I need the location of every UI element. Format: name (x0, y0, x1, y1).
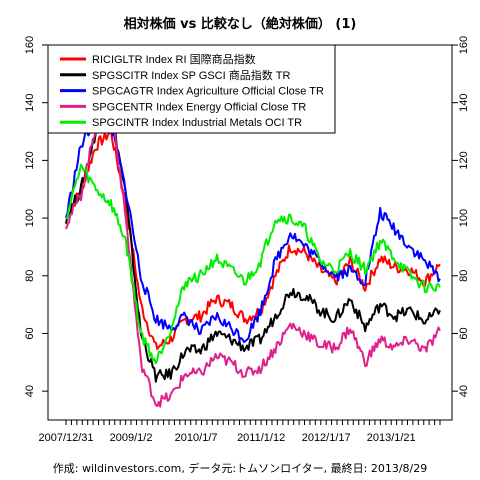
y-tick-label-right: 160 (458, 36, 470, 54)
legend-label: SPGSCITR Index SP GSCI 商品指数 TR (92, 68, 291, 82)
legend-label: SPGCINTR Index Industrial Metals OCI TR (92, 117, 302, 129)
series-line (65, 112, 441, 343)
y-tick-label-right: 120 (458, 151, 470, 169)
series-line (65, 128, 441, 350)
y-tick-label-right: 80 (458, 270, 470, 282)
series-line (65, 110, 441, 383)
x-tick-label: 2009/1/2 (110, 432, 153, 444)
series-line (65, 103, 441, 408)
legend-label: SPGCAGTR Index Agriculture Official Clos… (92, 86, 324, 98)
y-tick-label-left: 100 (24, 209, 36, 227)
y-tick-label-right: 100 (458, 209, 470, 227)
x-tick-label: 2007/12/31 (38, 432, 93, 444)
y-tick-label-left: 140 (24, 94, 36, 112)
y-tick-label-right: 140 (458, 94, 470, 112)
series-layer (65, 103, 441, 408)
y-tick-label-left: 80 (24, 270, 36, 282)
axis-layer: 40 40 60 60 80 80 100 100 120 120 140 140 160 160 2007… (24, 36, 470, 444)
y-tick-label-left: 40 (24, 385, 36, 397)
y-tick-label-left: 60 (24, 327, 36, 339)
legend-label: SPGCENTR Index Energy Official Close TR (92, 101, 306, 113)
y-tick-label-right: 60 (458, 327, 470, 339)
chart-footer: 作成: wildinvestors.com, データ元:トムソンロイター, 最終… (53, 461, 427, 475)
series-line (65, 163, 441, 365)
chart-title: 相対株価 vs 比較なし（絶対株価） (1) (124, 16, 357, 32)
legend-box (47, 44, 336, 134)
legend-label: RICIGLTR Index RI 国際商品指数 (92, 52, 256, 66)
x-tick-label: 2012/1/17 (302, 432, 351, 444)
x-tick-label: 2011/1/12 (237, 432, 285, 444)
x-tick-label: 2010/1/7 (175, 432, 218, 444)
y-tick-label-left: 160 (24, 36, 36, 54)
y-tick-label-left: 120 (24, 151, 36, 169)
legend: RICIGLTR Index RI 国際商品指数 SPGSCITR Index S… (47, 44, 336, 134)
x-tick-label: 2013/1/21 (367, 432, 416, 444)
y-tick-label-right: 40 (458, 385, 470, 397)
